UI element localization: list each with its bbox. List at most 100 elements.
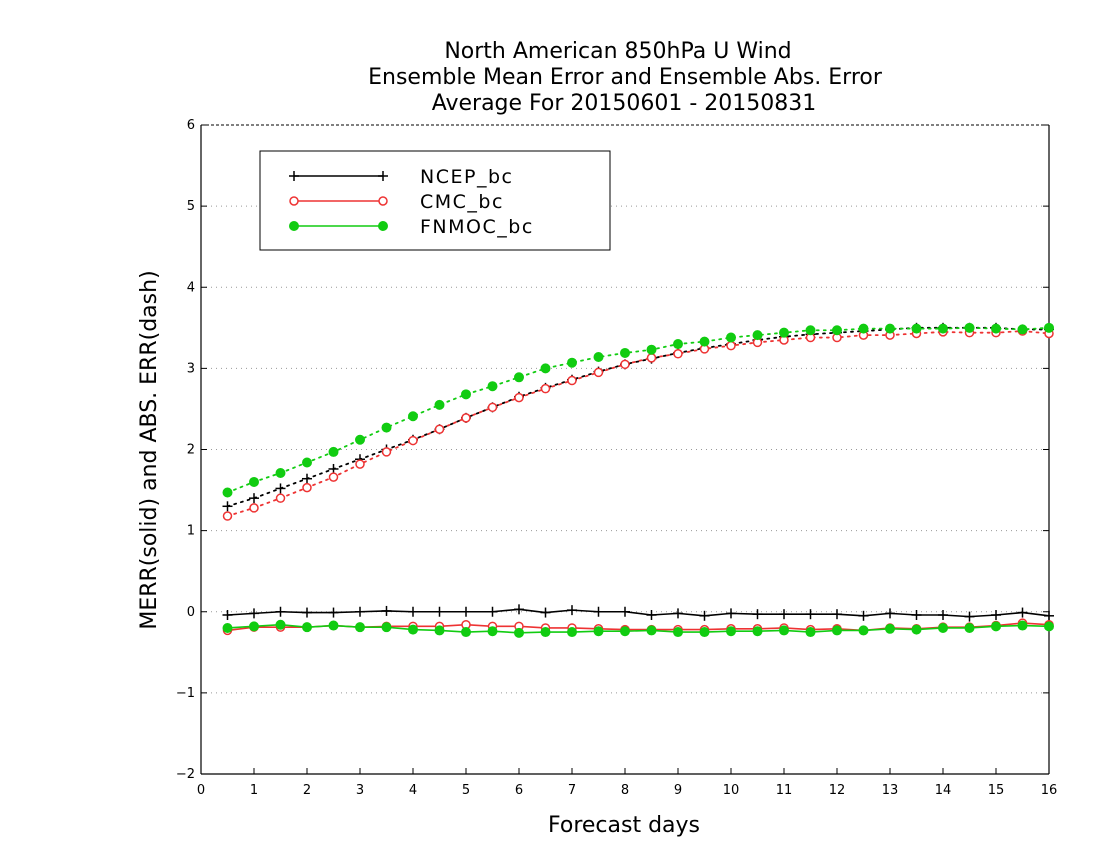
y-tick-label: 5	[187, 199, 195, 214]
abs-err-point	[938, 323, 948, 334]
merr-point	[805, 609, 816, 620]
x-tick-label: 7	[568, 783, 576, 798]
abs-err-point	[540, 363, 551, 374]
x-tick-label: 3	[356, 783, 364, 798]
merr-point	[726, 626, 736, 637]
x-tick-label: 10	[723, 783, 740, 798]
merr-point	[779, 625, 789, 636]
y-tick-label: −2	[176, 767, 195, 782]
abs-err-point	[222, 501, 233, 512]
x-tick-label: 13	[882, 783, 899, 798]
merr-point	[1044, 610, 1054, 621]
merr-point	[514, 604, 524, 615]
x-tick-label: 9	[674, 783, 682, 798]
abs-err-point	[593, 367, 604, 378]
merr-point	[355, 622, 365, 633]
abs-err-point	[726, 332, 736, 343]
abs-err-point	[646, 353, 657, 363]
x-tick-label: 16	[1041, 783, 1058, 798]
merr-point	[275, 606, 286, 617]
x-tick-label: 12	[829, 783, 846, 798]
merr-point	[991, 621, 1001, 632]
merr-point	[408, 606, 418, 617]
merr-point	[620, 626, 630, 637]
legend-label: CMC_bc	[420, 191, 504, 213]
merr-point	[779, 609, 789, 620]
merr-point	[328, 620, 339, 631]
chart-title-line-1: North American 850hPa U Wind	[444, 39, 791, 64]
abs-err-point	[434, 399, 445, 410]
legend-marker	[289, 171, 299, 181]
x-tick-label: 2	[303, 783, 311, 798]
merr-point	[567, 627, 577, 638]
x-tick-label: 15	[988, 783, 1005, 798]
merr-point	[911, 609, 922, 620]
merr-point	[832, 625, 842, 636]
merr-point	[593, 626, 604, 637]
gridlines	[201, 205, 1049, 694]
merr-point	[355, 606, 365, 617]
merr-point	[540, 607, 551, 618]
x-tick-label: 11	[776, 783, 793, 798]
abs-err-point	[461, 413, 471, 423]
chart-title-line-3: Average For 20150601 - 20150831	[432, 91, 817, 116]
merr-line-fnmoc-bc	[227, 623, 1050, 634]
abs-err-point	[328, 463, 339, 474]
merr-point	[540, 627, 551, 638]
merr-point	[646, 609, 657, 620]
y-tick-label: 4	[187, 280, 195, 295]
abs-err-point	[514, 392, 524, 403]
merr-point	[699, 610, 710, 621]
merr-point	[832, 609, 842, 620]
x-tick-label: 6	[515, 783, 523, 798]
abs-err-point	[275, 468, 286, 479]
merr-point	[222, 622, 233, 633]
y-tick-label: 2	[187, 443, 195, 458]
abs-err-point	[514, 372, 524, 383]
merr-point	[381, 622, 392, 633]
abs-err-point	[487, 381, 498, 392]
abs-err-point	[540, 383, 551, 394]
abs-err-point	[1044, 322, 1054, 333]
merr-point	[302, 607, 312, 618]
merr-point	[381, 605, 392, 616]
merr-point	[699, 627, 710, 638]
abs-err-point	[699, 336, 710, 347]
merr-point	[222, 609, 233, 620]
abs-err-point	[593, 352, 604, 363]
abs-err-point	[249, 476, 259, 487]
abs-err-line-ncep-bc	[226, 326, 1050, 508]
abs-err-point	[620, 359, 630, 370]
merr-point	[964, 622, 975, 633]
merr-point	[858, 610, 869, 621]
abs-err-point	[752, 330, 763, 341]
abs-err-point	[328, 446, 339, 457]
abs-err-point	[408, 411, 418, 422]
abs-err-point	[885, 323, 895, 334]
merr-point	[514, 627, 524, 638]
x-tick-label: 14	[935, 783, 952, 798]
x-tick-label: 1	[250, 783, 258, 798]
merr-point	[249, 621, 259, 632]
merr-point	[487, 626, 498, 637]
abs-err-point	[779, 327, 789, 338]
merr-point	[461, 606, 471, 617]
x-axis-label: Forecast days	[548, 813, 700, 838]
merr-point	[593, 606, 604, 617]
merr-point	[911, 624, 922, 635]
merr-point	[487, 606, 498, 617]
legend-marker	[378, 171, 388, 181]
merr-line-ncep-bc	[227, 608, 1050, 618]
abs-err-point	[461, 389, 471, 400]
abs-err-point	[381, 447, 392, 457]
legend-label: FNMOC_bc	[420, 216, 534, 238]
merr-point	[964, 611, 975, 622]
merr-point	[646, 625, 657, 636]
merr-point	[1017, 607, 1028, 618]
x-tick-label: 5	[462, 783, 470, 798]
abs-err-point	[487, 402, 498, 413]
x-tick-label: 0	[197, 783, 205, 798]
abs-err-point	[673, 349, 683, 359]
abs-err-point	[302, 482, 312, 493]
merr-point	[620, 606, 630, 617]
